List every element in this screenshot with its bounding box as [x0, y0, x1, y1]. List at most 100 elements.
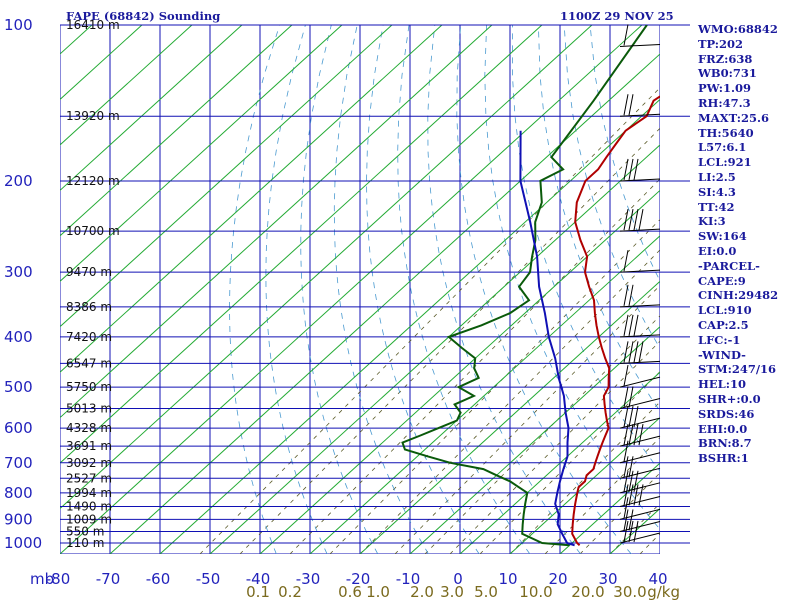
wind-barb-staff: [619, 334, 661, 338]
wind-barb-flag: [628, 386, 634, 408]
temperature-tick-label: -30: [296, 570, 321, 588]
wind-barb-flag: [628, 209, 634, 231]
adiabat-line: [427, 25, 581, 554]
wind-barb: [619, 284, 661, 308]
isotherm-lines: [0, 25, 660, 554]
temperature-tick-label: 40: [648, 570, 667, 588]
temperature-profile: [571, 95, 660, 547]
index-line: -WIND-: [698, 347, 746, 362]
pressure-tick-label: 500: [4, 378, 33, 396]
wind-barb-staff: [619, 467, 661, 479]
wind-barb-staff: [619, 398, 661, 410]
index-line: LCL:921: [698, 155, 752, 170]
wind-barb: [619, 158, 661, 182]
wind-barb-flag: [628, 94, 634, 116]
wind-barb-flag: [623, 406, 629, 428]
temperature-tick-label: 0: [453, 570, 463, 588]
wind-barb: [619, 424, 661, 447]
wind-barb-flag: [623, 470, 629, 492]
height-label: 1009 m: [66, 512, 112, 526]
isotherm-line: [509, 416, 660, 554]
isotherm-line: [409, 326, 660, 554]
pressure-tick-label: 400: [4, 328, 33, 346]
pressure-tick-label: 100: [4, 16, 33, 34]
mixing-ratio-label: 5.0: [474, 583, 498, 600]
wind-barb-staff: [619, 269, 661, 273]
wind-barb-staff: [619, 417, 661, 429]
isotherm-line: [60, 25, 393, 328]
mixing-ratio-label: 20.0: [571, 583, 604, 600]
height-label: 9470 m: [66, 265, 112, 279]
height-labels: 16410 m 13920 m 12120 m 10700 m 9470 m 8386 m…: [66, 18, 120, 550]
pressure-tick-label: 900: [4, 510, 33, 528]
wind-barbs: [619, 24, 661, 544]
index-line: TH:5640: [698, 125, 754, 140]
wind-barb-staff: [619, 376, 661, 388]
wind-barb-flag: [633, 406, 639, 428]
mixing-ratio-line: [359, 249, 660, 554]
adiabat-line: [511, 25, 660, 472]
mixing-ratio-line: [394, 284, 660, 554]
isotherm-line: [159, 98, 660, 554]
height-label: 1994 m: [66, 486, 112, 500]
chart-title: FAPE (68842) Sounding: [66, 9, 220, 23]
wind-barb-flag: [628, 520, 634, 543]
wind-barb-staff: [619, 304, 661, 308]
wind-barb-flag: [623, 250, 629, 272]
isotherm-line: [60, 25, 293, 237]
index-line: SRDS:46: [698, 406, 755, 421]
wind-barb-flag: [623, 520, 629, 543]
mixing-ratio-label: 30.0: [613, 583, 646, 600]
temperature-tick-label: -80: [46, 570, 71, 588]
isotherm-line: [0, 25, 42, 554]
wind-barb-flag: [623, 424, 629, 446]
height-label: 5750 m: [66, 380, 112, 394]
dewpoint-profile: [401, 25, 648, 547]
height-label: 16410 m: [66, 18, 120, 32]
mixing-ratio-label: 1.0: [366, 583, 390, 600]
isotherm-line: [60, 25, 243, 192]
temperature-tick-label: 30: [598, 570, 617, 588]
height-label: 6547 m: [66, 356, 112, 370]
index-line: CAPE:9: [698, 273, 746, 288]
wind-barb: [619, 386, 661, 410]
index-line: KI:3: [698, 214, 726, 229]
wind-barb-flag: [638, 209, 644, 231]
wind-barb-staff: [619, 532, 661, 544]
height-label: 550 m: [66, 524, 104, 538]
wind-barb-staff: [619, 452, 661, 464]
index-line: BSHR:1: [698, 451, 749, 466]
isotherm-line: [60, 25, 343, 282]
wind-barb-flag: [623, 158, 629, 181]
adiabat-line: [300, 25, 379, 554]
index-line: MAXT:25.6: [698, 110, 769, 125]
parcel-path: [519, 130, 575, 547]
index-line: STM:247/16: [698, 362, 777, 377]
wind-barb: [619, 209, 661, 232]
wind-barb-flag: [623, 364, 629, 387]
index-line: CINH:29482: [698, 288, 779, 303]
wind-barb-flag: [623, 314, 629, 336]
adiabat-line: [265, 25, 328, 554]
adiabat-line: [333, 25, 429, 554]
mixing-ratio-label: 0.6: [338, 583, 362, 600]
wind-barb: [619, 456, 661, 479]
wind-barb-flag: [633, 520, 639, 543]
wind-barb: [619, 94, 661, 117]
temperature-tick-label: -50: [196, 570, 221, 588]
height-label: 1490 m: [66, 499, 112, 513]
mixing-ratio-label: 0.1: [246, 583, 270, 600]
wind-barb-flag: [633, 484, 639, 506]
isotherm-line: [60, 25, 193, 146]
wind-barb-flag: [623, 484, 629, 506]
index-line: TP:202: [698, 36, 744, 51]
adiabat-line: [397, 25, 531, 554]
wind-barb-staff: [619, 178, 661, 182]
height-label: 110 m: [66, 536, 104, 550]
wind-barb-flag: [633, 470, 639, 492]
wind-barb: [619, 509, 661, 532]
index-line: EI:0.0: [698, 243, 737, 258]
index-line: SHR+:0.0: [698, 391, 761, 406]
index-line: SW:164: [698, 229, 747, 244]
